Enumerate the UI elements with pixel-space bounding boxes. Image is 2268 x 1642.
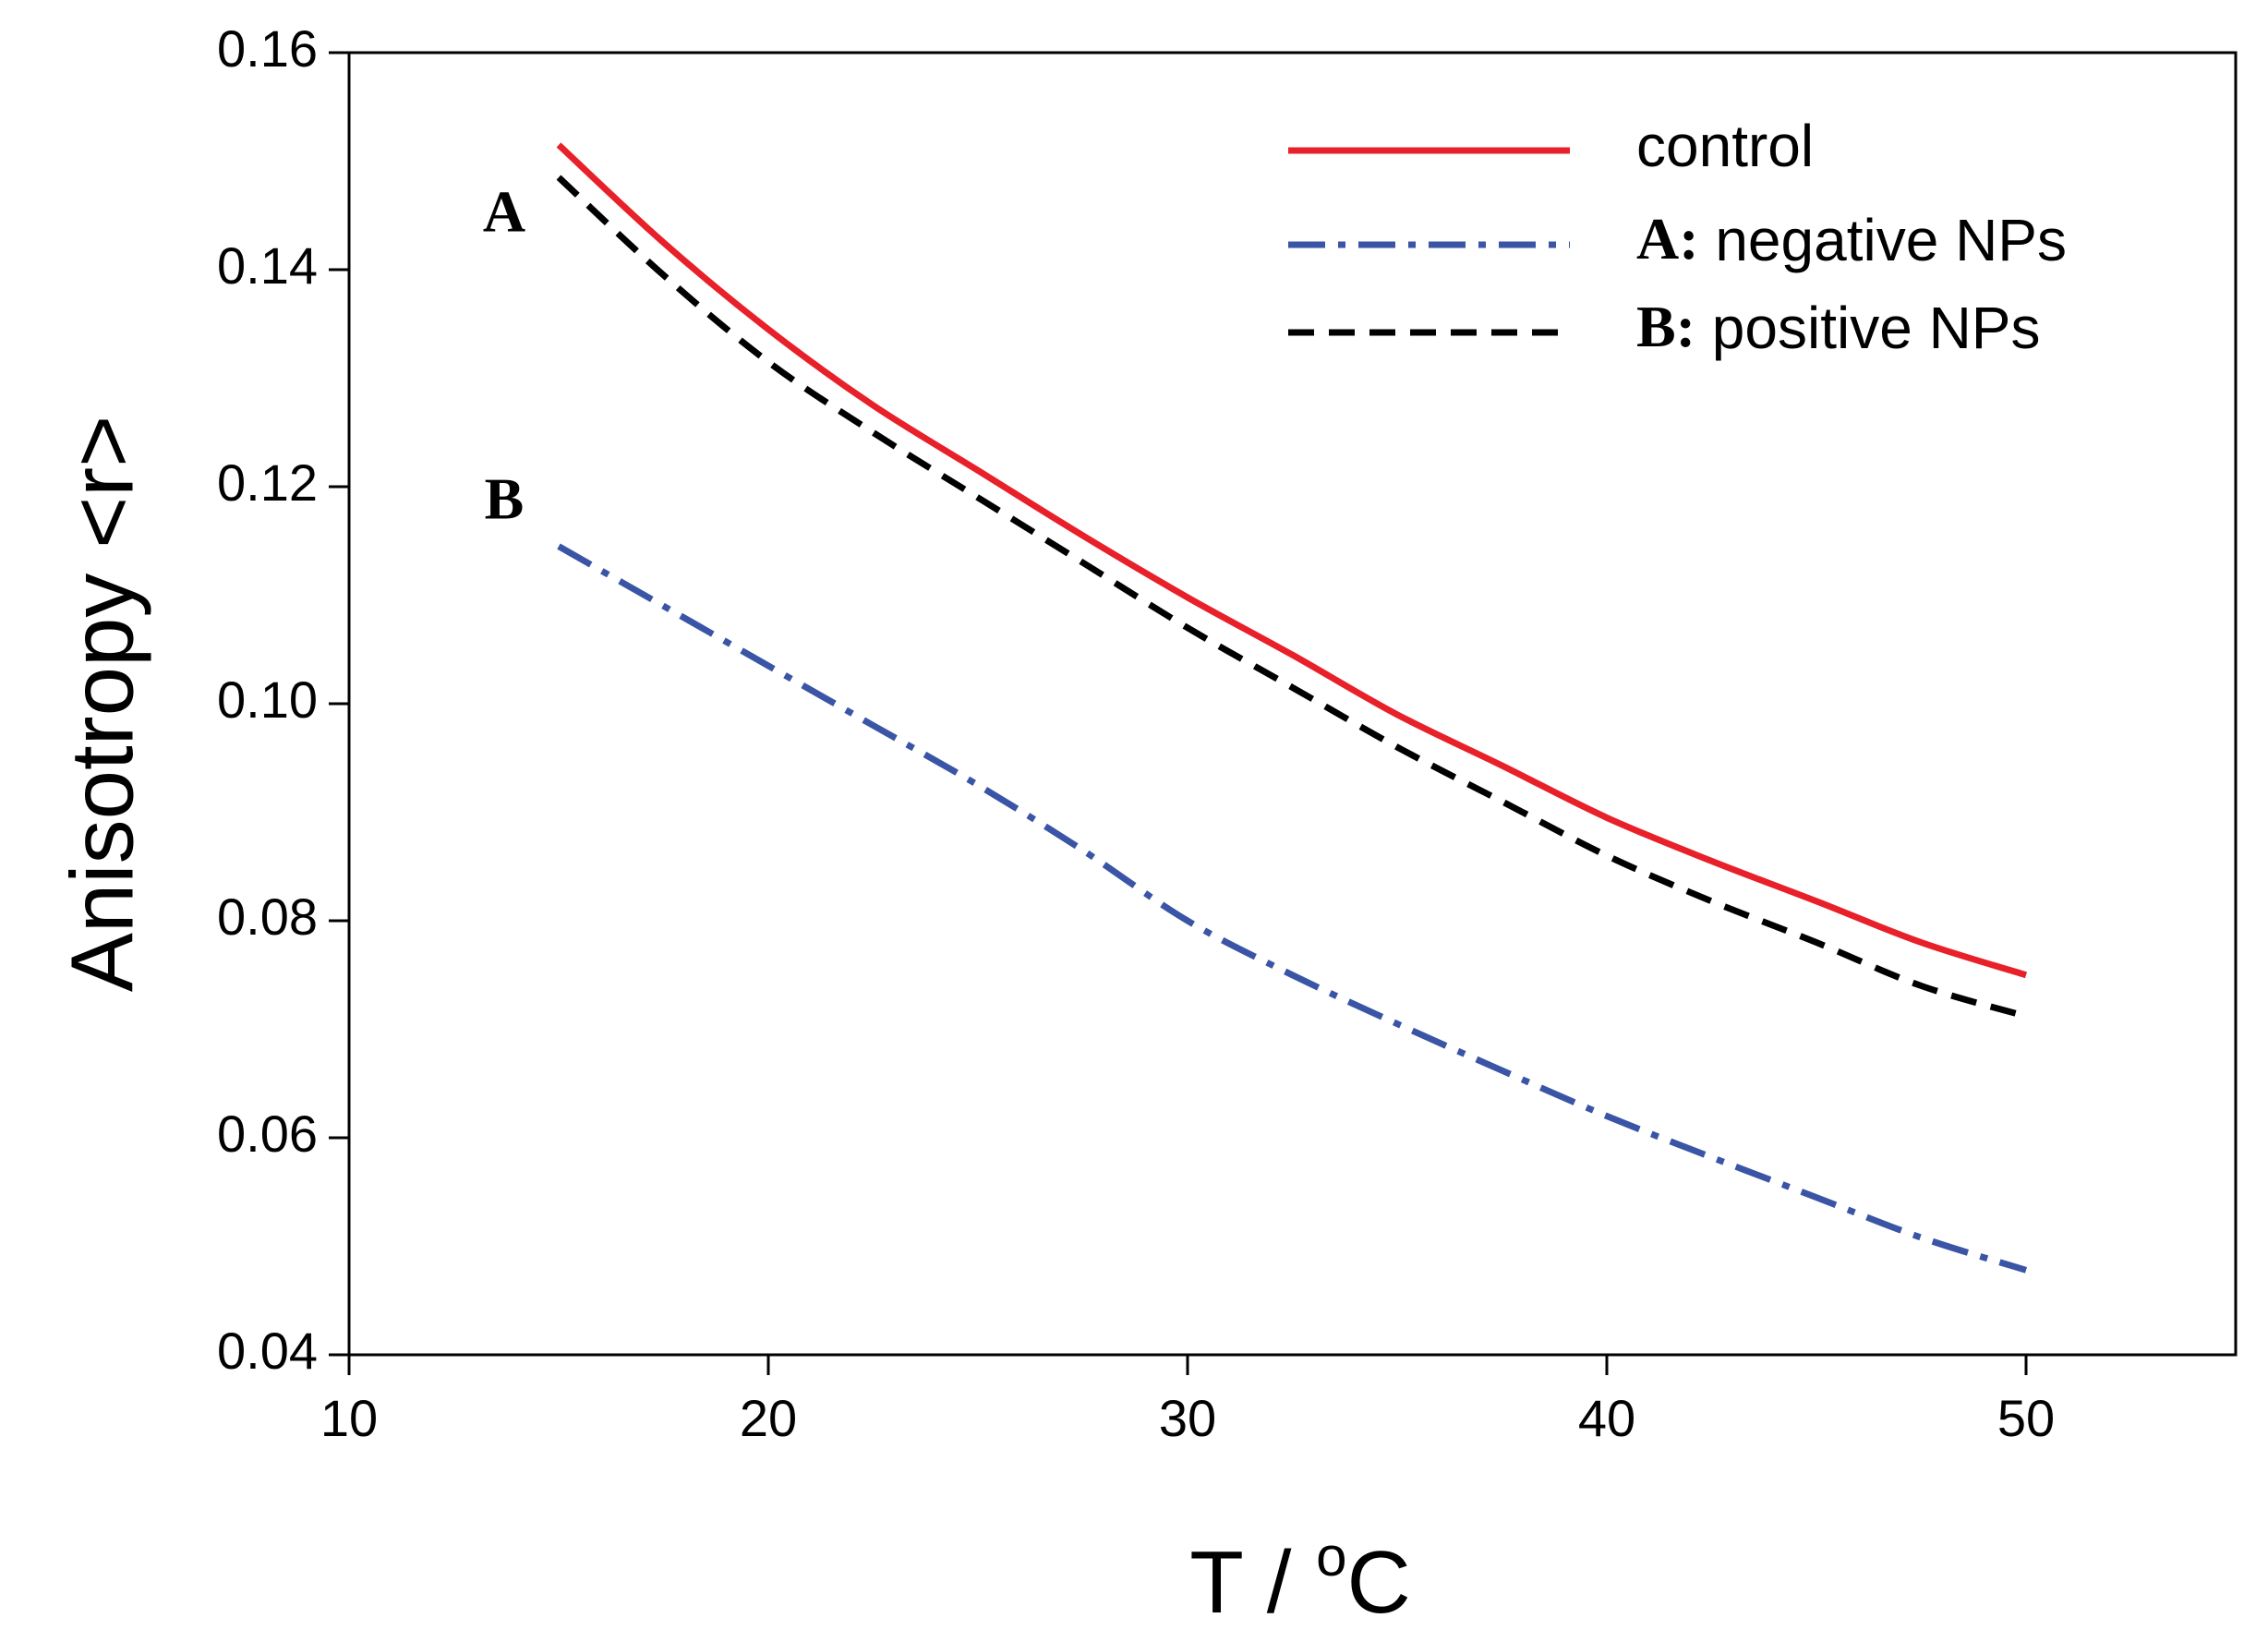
series-layer: [556, 142, 2028, 1274]
x-tick-label: 30: [1159, 1389, 1216, 1447]
legend-prefix: A:: [1636, 206, 1699, 272]
legend-text: positive NPs: [1695, 295, 2040, 361]
x-axis-degree-superscript: o: [1316, 1526, 1346, 1588]
y-tick-label: 0.16: [217, 19, 318, 78]
y-tick-label: 0.04: [217, 1322, 318, 1380]
series-line-control: [556, 142, 2028, 979]
curve-annotations: AB: [483, 178, 525, 531]
y-tick-label: 0.10: [217, 670, 318, 729]
legend-label-control: control: [1636, 113, 1814, 179]
legend-text: control: [1636, 113, 1814, 179]
y-tick-label: 0.12: [217, 453, 318, 512]
x-tick-label: 50: [1997, 1389, 2055, 1447]
x-tick-label: 20: [740, 1389, 797, 1447]
x-tick-label: 10: [320, 1389, 378, 1447]
legend-label-negative-nps: A: negative NPs: [1636, 206, 2067, 273]
y-axis-ticks: 0.04 0.06 0.08 0.10 0.12 0.14 0.16: [217, 19, 349, 1380]
curve-label-b: B: [485, 466, 525, 532]
x-tick-label: 40: [1578, 1389, 1635, 1447]
y-axis-label: Anisotropy <r>: [53, 416, 151, 992]
legend-label-positive-nps: B: positive NPs: [1636, 294, 2040, 361]
legend-prefix: B:: [1636, 294, 1695, 359]
y-tick-label: 0.08: [217, 887, 318, 946]
y-tick-label: 0.14: [217, 236, 318, 295]
x-axis-label-text: T /: [1189, 1533, 1316, 1632]
x-axis-label-unit: C: [1346, 1533, 1410, 1632]
series-line-positive-nps: [556, 175, 2027, 1020]
x-axis-label: T / oC: [1189, 1526, 1411, 1632]
y-tick-label: 0.06: [217, 1105, 318, 1163]
legend-text: negative NPs: [1699, 207, 2067, 273]
series-line-negative-nps: [557, 543, 2028, 1274]
x-axis-ticks: 10 20 30 40 50: [320, 1355, 2055, 1447]
curve-label-a: A: [483, 178, 525, 244]
